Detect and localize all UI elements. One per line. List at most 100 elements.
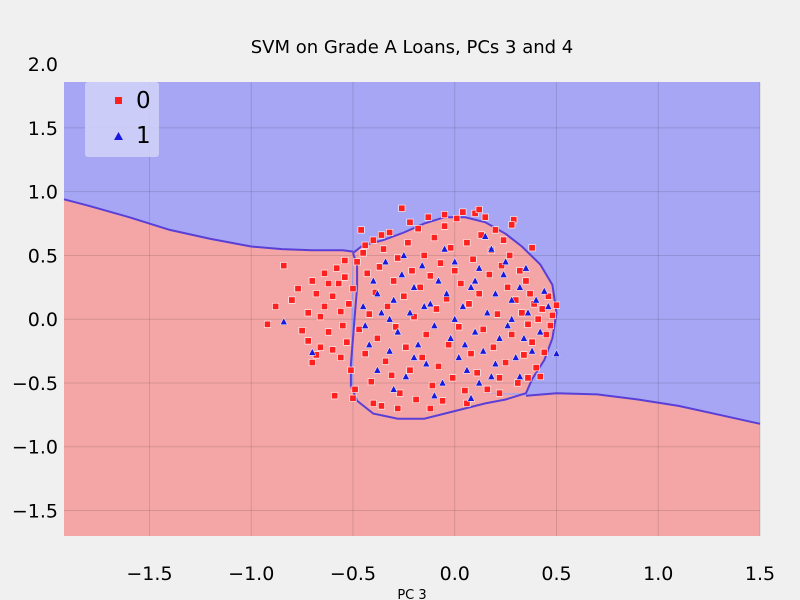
point-class-1 <box>405 308 414 317</box>
point-class-1 <box>434 276 443 285</box>
chart-title: SVM on Grade A Loans, PCs 3 and 4 <box>251 37 574 58</box>
point-class-0 <box>349 285 357 293</box>
point-class-0 <box>508 221 516 229</box>
point-class-0 <box>329 346 337 354</box>
point-class-1 <box>369 276 378 285</box>
point-class-0 <box>441 222 449 230</box>
point-class-0 <box>481 213 489 221</box>
point-class-0 <box>528 338 536 346</box>
point-class-0 <box>449 374 457 382</box>
point-class-0 <box>361 241 369 249</box>
point-class-0 <box>491 226 499 234</box>
y-tick-label: 2.0 <box>28 54 58 76</box>
point-class-0 <box>479 325 487 333</box>
point-class-1 <box>426 299 435 308</box>
point-class-0 <box>546 322 554 330</box>
point-class-0 <box>453 214 461 222</box>
point-class-0 <box>451 267 459 275</box>
point-class-0 <box>439 397 447 405</box>
point-class-1 <box>487 372 496 380</box>
point-class-0 <box>528 244 536 252</box>
y-tick-label: −1.5 <box>12 500 58 522</box>
point-class-1 <box>495 333 504 342</box>
legend-box <box>85 82 159 157</box>
point-class-0 <box>367 378 375 386</box>
point-class-1 <box>446 333 455 342</box>
point-class-1 <box>475 378 484 387</box>
point-class-0 <box>524 320 532 328</box>
point-class-0 <box>355 325 363 333</box>
point-class-0 <box>339 322 347 330</box>
point-class-0 <box>316 313 324 321</box>
point-class-0 <box>424 213 432 221</box>
point-class-0 <box>341 257 349 265</box>
point-class-0 <box>441 211 449 219</box>
point-class-1 <box>481 231 490 240</box>
point-class-0 <box>320 302 328 310</box>
legend-marker-1 <box>114 132 123 140</box>
point-class-1 <box>536 327 545 336</box>
point-class-1 <box>515 282 524 291</box>
x-tick-label: 1.5 <box>745 563 775 585</box>
point-class-1 <box>511 352 520 361</box>
point-class-1 <box>491 289 500 297</box>
point-class-1 <box>479 346 488 355</box>
point-class-1 <box>503 321 512 329</box>
x-tick-label: 1.0 <box>643 563 673 585</box>
point-class-1 <box>471 276 480 285</box>
point-class-0 <box>388 371 396 379</box>
point-class-0 <box>430 234 438 242</box>
point-class-0 <box>349 394 357 402</box>
point-class-1 <box>361 321 370 329</box>
point-class-0 <box>412 396 420 404</box>
point-class-0 <box>483 385 491 393</box>
point-class-1 <box>515 372 524 380</box>
point-class-0 <box>375 263 383 271</box>
point-class-1 <box>544 301 553 310</box>
point-class-0 <box>496 389 504 397</box>
point-class-1 <box>532 295 541 304</box>
point-class-1 <box>471 327 480 336</box>
point-class-0 <box>544 292 552 300</box>
point-class-1 <box>442 289 451 297</box>
point-class-1 <box>420 301 429 310</box>
point-class-0 <box>489 343 497 351</box>
point-class-0 <box>294 285 302 293</box>
point-class-0 <box>422 331 430 339</box>
decision-boundary-left <box>63 198 354 253</box>
point-class-1 <box>418 261 427 269</box>
point-class-1 <box>430 391 439 399</box>
point-class-1 <box>523 308 533 317</box>
point-class-0 <box>335 279 343 287</box>
point-class-1 <box>454 352 463 361</box>
point-class-0 <box>325 328 333 336</box>
point-class-1 <box>385 314 394 323</box>
point-class-0 <box>390 277 398 285</box>
legend-label-0: 0 <box>136 88 151 114</box>
point-class-0 <box>329 292 337 300</box>
point-class-0 <box>382 357 390 365</box>
point-class-0 <box>361 350 369 358</box>
point-class-0 <box>461 387 469 395</box>
point-class-0 <box>428 382 436 390</box>
point-class-1 <box>401 372 410 380</box>
point-class-1 <box>483 308 492 317</box>
point-class-0 <box>467 350 475 358</box>
y-tick-label: 0.5 <box>28 245 58 267</box>
point-class-0 <box>447 244 455 252</box>
y-tick-label: 0.0 <box>28 309 58 331</box>
point-class-1 <box>440 244 449 253</box>
point-class-0 <box>312 290 320 298</box>
point-class-0 <box>496 374 504 382</box>
point-class-1 <box>462 365 471 374</box>
point-class-1 <box>389 295 398 304</box>
point-class-0 <box>552 301 560 309</box>
point-class-0 <box>418 353 426 361</box>
point-class-0 <box>369 236 377 244</box>
point-class-1 <box>373 365 382 374</box>
point-class-1 <box>501 257 510 266</box>
legend: 0 1 <box>85 82 159 157</box>
point-class-0 <box>548 311 556 319</box>
point-class-1 <box>389 384 398 393</box>
